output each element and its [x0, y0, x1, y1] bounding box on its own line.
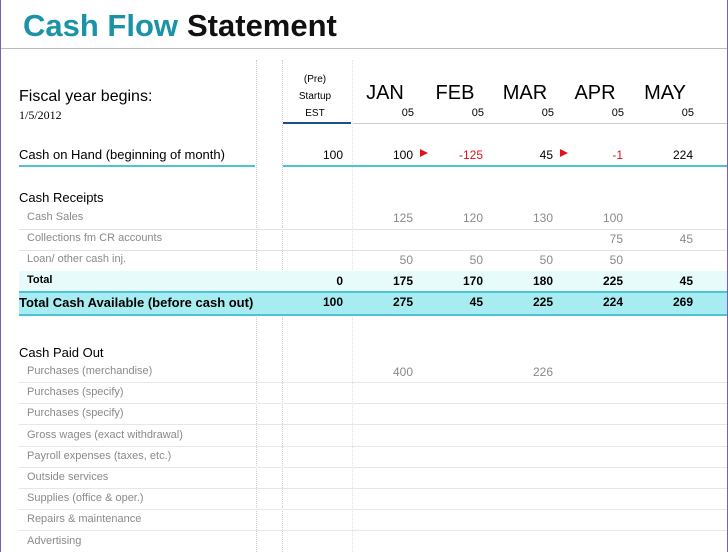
row-label: Total Cash Available (before cash out)	[19, 295, 254, 310]
cell-value: 269	[672, 295, 693, 309]
cell-value: 224	[672, 148, 693, 162]
cell-value: 180	[532, 274, 553, 288]
cell-value: 45	[679, 232, 693, 246]
row-rule	[19, 424, 727, 426]
month-name: APR	[574, 82, 616, 104]
cell-value: 45	[469, 295, 483, 309]
month-name: JAN	[366, 82, 404, 104]
fiscal-label: Fiscal year begins:	[19, 88, 153, 105]
cell-value: -1	[612, 148, 623, 162]
cell-value: 275	[392, 295, 413, 309]
total-band	[19, 291, 727, 316]
month-sub: 05	[401, 107, 414, 119]
row-label: Loan/ other cash inj.	[27, 253, 127, 265]
cell-value: 100	[322, 295, 343, 309]
flag-icon	[420, 149, 428, 157]
cell-value: 170	[462, 274, 483, 288]
cell-value: 125	[392, 211, 413, 225]
fiscal-date: 1/5/2012	[19, 108, 62, 122]
row-label: Cash Sales	[27, 211, 84, 223]
row-rule	[19, 229, 727, 230]
row-label: Supplies (office & oper.)	[27, 492, 144, 505]
row-label: Purchases (specify)	[27, 407, 124, 420]
row-rule	[19, 445, 727, 447]
cell-value: 100	[602, 211, 623, 225]
column-bottom: EST	[305, 108, 325, 119]
cell-value: 0	[336, 274, 343, 288]
month-sub: 05	[681, 107, 694, 119]
cell-value: 130	[532, 211, 553, 225]
row-label: Gross wages (exact withdrawal)	[27, 428, 183, 441]
row-rule	[19, 530, 727, 532]
row-label: Total	[27, 274, 53, 286]
row-label: Repairs & maintenance	[27, 513, 142, 526]
cell-value: 225	[602, 274, 623, 288]
title-part1: Cash Flow	[23, 8, 179, 43]
section-heading: Cash Receipts	[19, 190, 104, 205]
cell-value: 100	[392, 148, 413, 162]
cell-value: 50	[469, 253, 483, 267]
cell-value: 45	[539, 148, 553, 162]
row-label: Purchases (specify)	[27, 386, 124, 399]
row-label: Outside services	[27, 471, 109, 483]
cell-value: -125	[458, 148, 483, 162]
flag-icon	[560, 149, 568, 157]
total-band	[19, 271, 727, 292]
row-label: Payroll expenses (taxes, etc.)	[27, 449, 172, 462]
cell-value: 226	[532, 365, 553, 379]
cell-value: 50	[609, 253, 623, 267]
row-rule	[19, 250, 727, 251]
cell-value: 100	[322, 148, 343, 162]
title-rule	[1, 48, 727, 49]
cell-value: 224	[602, 295, 623, 309]
cell-value: 400	[392, 365, 413, 379]
row-rule	[19, 488, 727, 489]
row-rule	[19, 509, 727, 511]
cell-value: 120	[462, 211, 483, 225]
row-label: Collections fm CR accounts	[27, 232, 163, 244]
header-rule	[353, 123, 727, 124]
column-mid: Startup	[298, 91, 332, 102]
month-sub: 05	[541, 107, 554, 119]
cell-value: 45	[679, 274, 693, 288]
cell-value: 75	[609, 232, 623, 246]
cell-value: 50	[539, 253, 553, 267]
cell-value: 175	[392, 274, 413, 288]
month-sub: 05	[471, 107, 484, 119]
column-top: (Pre)	[303, 74, 327, 85]
cell-value: 225	[532, 295, 553, 309]
row-rule	[19, 165, 255, 167]
row-label: Cash on Hand (beginning of month)	[19, 147, 225, 162]
row-rule	[19, 382, 727, 383]
month-sub: 05	[611, 107, 624, 119]
row-rule	[19, 403, 727, 405]
header-rule	[283, 122, 351, 124]
row-rule	[283, 165, 727, 167]
month-name: MAY	[644, 82, 686, 104]
title-part2: Statement	[187, 8, 337, 43]
month-name: MAR	[502, 82, 548, 104]
cell-value: 50	[399, 253, 413, 267]
month-name: FEB	[435, 82, 475, 104]
row-rule	[19, 466, 727, 468]
section-heading: Cash Paid Out	[19, 345, 104, 360]
row-label: Purchases (merchandise)	[27, 365, 153, 377]
row-label: Advertising	[27, 534, 82, 547]
